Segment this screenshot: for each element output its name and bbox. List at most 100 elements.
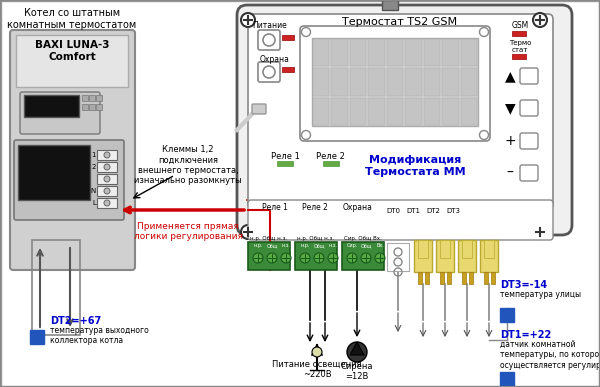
- Bar: [331, 68, 348, 96]
- FancyBboxPatch shape: [258, 30, 280, 50]
- Text: 1: 1: [91, 152, 96, 158]
- Bar: [82, 104, 88, 110]
- Bar: [500, 308, 514, 322]
- Circle shape: [533, 13, 547, 27]
- Bar: [414, 240, 432, 272]
- Bar: [96, 95, 102, 101]
- Circle shape: [347, 342, 367, 362]
- Text: GSM: GSM: [511, 21, 529, 30]
- Circle shape: [241, 13, 255, 27]
- Circle shape: [312, 347, 322, 357]
- Bar: [480, 240, 498, 272]
- Bar: [484, 272, 488, 284]
- Text: Вх.: Вх.: [376, 243, 384, 248]
- Bar: [368, 68, 385, 96]
- Bar: [424, 98, 440, 125]
- Bar: [89, 95, 95, 101]
- Circle shape: [361, 253, 371, 263]
- Text: Реле 1: Реле 1: [262, 203, 288, 212]
- Circle shape: [104, 152, 110, 158]
- Text: датчик комнатной
температуры, по которому
осуществляется регулирование: датчик комнатной температуры, по котором…: [500, 340, 600, 370]
- Bar: [382, 0, 398, 10]
- Bar: [436, 240, 454, 272]
- Bar: [387, 68, 403, 96]
- Bar: [16, 35, 128, 87]
- Text: DT3=-14: DT3=-14: [500, 280, 547, 290]
- Text: +: +: [504, 134, 516, 148]
- Text: н.з.: н.з.: [281, 243, 290, 248]
- Circle shape: [241, 225, 255, 239]
- FancyBboxPatch shape: [20, 92, 100, 134]
- Text: Котел со штатным
комнатным термостатом: Котел со штатным комнатным термостатом: [7, 8, 137, 29]
- Bar: [89, 104, 95, 110]
- Text: Термостат TS2 GSM: Термостат TS2 GSM: [343, 17, 458, 27]
- Bar: [295, 242, 337, 270]
- Bar: [277, 161, 293, 166]
- Text: Охрана: Охрана: [260, 55, 290, 64]
- Bar: [425, 272, 429, 284]
- Bar: [282, 67, 294, 72]
- Bar: [447, 272, 451, 284]
- Text: DT2=+67: DT2=+67: [50, 316, 101, 326]
- Bar: [458, 240, 476, 272]
- Bar: [96, 104, 102, 110]
- Text: Сирена
=12В: Сирена =12В: [341, 362, 373, 382]
- Bar: [387, 98, 403, 125]
- Text: DT3: DT3: [446, 208, 460, 214]
- Bar: [461, 98, 477, 125]
- Bar: [461, 39, 477, 66]
- Bar: [331, 98, 348, 125]
- Text: н.р.: н.р.: [301, 243, 310, 248]
- Bar: [313, 98, 329, 125]
- Bar: [440, 240, 450, 258]
- Text: Сир. Общ Вх.: Сир. Общ Вх.: [344, 236, 382, 241]
- Text: Реле 2: Реле 2: [316, 152, 344, 161]
- Text: BAXI LUNA-3
Comfort: BAXI LUNA-3 Comfort: [35, 40, 109, 62]
- Circle shape: [267, 253, 277, 263]
- Bar: [512, 54, 526, 59]
- Circle shape: [328, 253, 338, 263]
- Text: –: –: [506, 166, 514, 180]
- Circle shape: [533, 225, 547, 239]
- Bar: [424, 68, 440, 96]
- Circle shape: [375, 253, 385, 263]
- FancyBboxPatch shape: [14, 140, 124, 220]
- Text: н.з.: н.з.: [329, 243, 337, 248]
- Circle shape: [302, 130, 311, 139]
- Bar: [18, 145, 90, 200]
- Bar: [368, 39, 385, 66]
- Bar: [442, 68, 458, 96]
- Text: температура улицы: температура улицы: [500, 290, 581, 299]
- Bar: [282, 35, 294, 40]
- Bar: [462, 240, 472, 258]
- Bar: [313, 39, 329, 66]
- Bar: [424, 39, 440, 66]
- Circle shape: [263, 34, 275, 46]
- Text: ▲: ▲: [505, 69, 515, 83]
- Text: Применяется прямая
логики регулирования: Применяется прямая логики регулирования: [133, 222, 242, 241]
- Circle shape: [104, 200, 110, 206]
- FancyBboxPatch shape: [520, 165, 538, 181]
- Circle shape: [479, 130, 488, 139]
- Bar: [442, 98, 458, 125]
- Text: Реле 1: Реле 1: [271, 152, 299, 161]
- Bar: [350, 39, 367, 66]
- Text: Термо
стат: Термо стат: [509, 40, 531, 53]
- Text: DT2: DT2: [426, 208, 440, 214]
- Circle shape: [104, 176, 110, 182]
- Bar: [97, 150, 117, 160]
- Bar: [350, 98, 367, 125]
- Bar: [405, 98, 422, 125]
- Bar: [512, 31, 526, 36]
- Text: DT0: DT0: [386, 208, 400, 214]
- Circle shape: [302, 27, 311, 36]
- Bar: [461, 68, 477, 96]
- Polygon shape: [350, 342, 364, 355]
- Circle shape: [253, 253, 263, 263]
- Bar: [97, 186, 117, 196]
- Bar: [491, 272, 495, 284]
- Circle shape: [314, 253, 324, 263]
- Bar: [418, 240, 428, 258]
- Text: Модификация
Термостата ММ: Модификация Термостата ММ: [365, 155, 466, 176]
- Text: L: L: [92, 200, 96, 206]
